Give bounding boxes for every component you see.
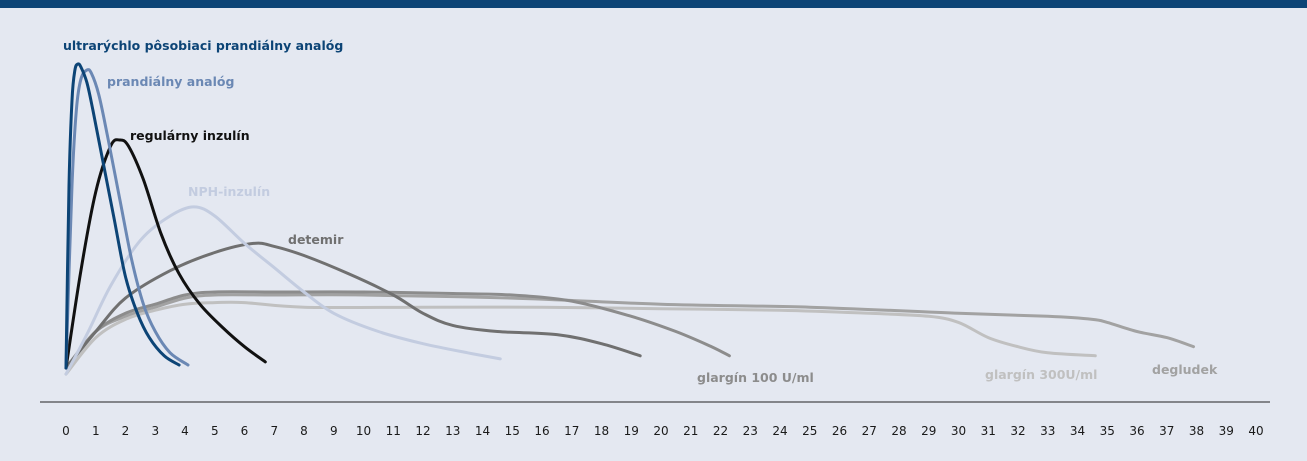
- curve-nph-insulin: [64, 205, 502, 376]
- x-tick-label: 32: [1010, 424, 1025, 438]
- x-tick-label: 16: [534, 424, 549, 438]
- x-tick-label: 28: [891, 424, 906, 438]
- x-tick-label: 0: [62, 424, 70, 438]
- x-tick-label: 39: [1219, 424, 1234, 438]
- x-tick-label: 24: [772, 424, 787, 438]
- x-tick-label: 38: [1189, 424, 1204, 438]
- curve-prandial-analog: [64, 68, 190, 370]
- x-tick-label: 6: [241, 424, 249, 438]
- x-tick-label: 29: [921, 424, 936, 438]
- x-tick-label: 35: [1100, 424, 1115, 438]
- x-tick-labels: 0 1 2 3 4 5 6 7 8 9 10 11 12 13 14 15 16 17 18 19 20 21 22 23 24…: [62, 424, 1263, 438]
- label-detemir: detemir: [288, 232, 344, 247]
- curve-degludek: [64, 293, 1195, 370]
- x-tick-label: 18: [594, 424, 609, 438]
- curve-regular-insulin: [64, 138, 267, 370]
- label-glargine-100: glargín 100 U/ml: [697, 370, 814, 385]
- x-tick-label: 30: [951, 424, 966, 438]
- x-tick-label: 21: [683, 424, 698, 438]
- x-tick-label: 27: [862, 424, 877, 438]
- x-tick-label: 31: [981, 424, 996, 438]
- curve-detemir: [64, 241, 642, 370]
- x-tick-label: 7: [270, 424, 278, 438]
- x-tick-label: 13: [445, 424, 460, 438]
- x-tick-label: 14: [475, 424, 490, 438]
- x-tick-label: 22: [713, 424, 728, 438]
- x-tick-label: 23: [743, 424, 758, 438]
- x-tick-label: 17: [564, 424, 579, 438]
- x-tick-label: 33: [1040, 424, 1055, 438]
- curve-ultra-rapid-analog: [64, 62, 181, 370]
- x-tick-label: 2: [122, 424, 130, 438]
- label-prandial-analog: prandiálny analóg: [107, 74, 234, 89]
- x-tick-label: 36: [1129, 424, 1144, 438]
- top-banner-bar: [0, 0, 1307, 8]
- x-tick-label: 25: [802, 424, 817, 438]
- x-tick-label: 11: [386, 424, 401, 438]
- x-tick-label: 3: [151, 424, 159, 438]
- x-tick-label: 1: [92, 424, 100, 438]
- x-tick-label: 40: [1248, 424, 1263, 438]
- curves-layer: [64, 62, 1195, 376]
- label-regular-insulin: regulárny inzulín: [130, 128, 250, 143]
- curve-glargine-300: [64, 300, 1097, 376]
- label-ultra-rapid-analog: ultrarýchlo pôsobiaci prandiálny analóg: [63, 38, 343, 53]
- x-tick-label: 20: [653, 424, 668, 438]
- label-degludek: degludek: [1152, 362, 1218, 377]
- x-tick-label: 37: [1159, 424, 1174, 438]
- x-tick-label: 34: [1070, 424, 1085, 438]
- x-tick-label: 15: [505, 424, 520, 438]
- x-tick-label: 5: [211, 424, 219, 438]
- label-glargine-300: glargín 300U/ml: [985, 367, 1097, 382]
- x-tick-label: 19: [624, 424, 639, 438]
- x-tick-label: 9: [330, 424, 338, 438]
- x-tick-label: 10: [356, 424, 371, 438]
- x-tick-label: 4: [181, 424, 189, 438]
- x-tick-label: 8: [300, 424, 308, 438]
- x-tick-label: 12: [415, 424, 430, 438]
- label-nph-insulin: NPH-inzulín: [188, 184, 270, 199]
- x-tick-label: 26: [832, 424, 847, 438]
